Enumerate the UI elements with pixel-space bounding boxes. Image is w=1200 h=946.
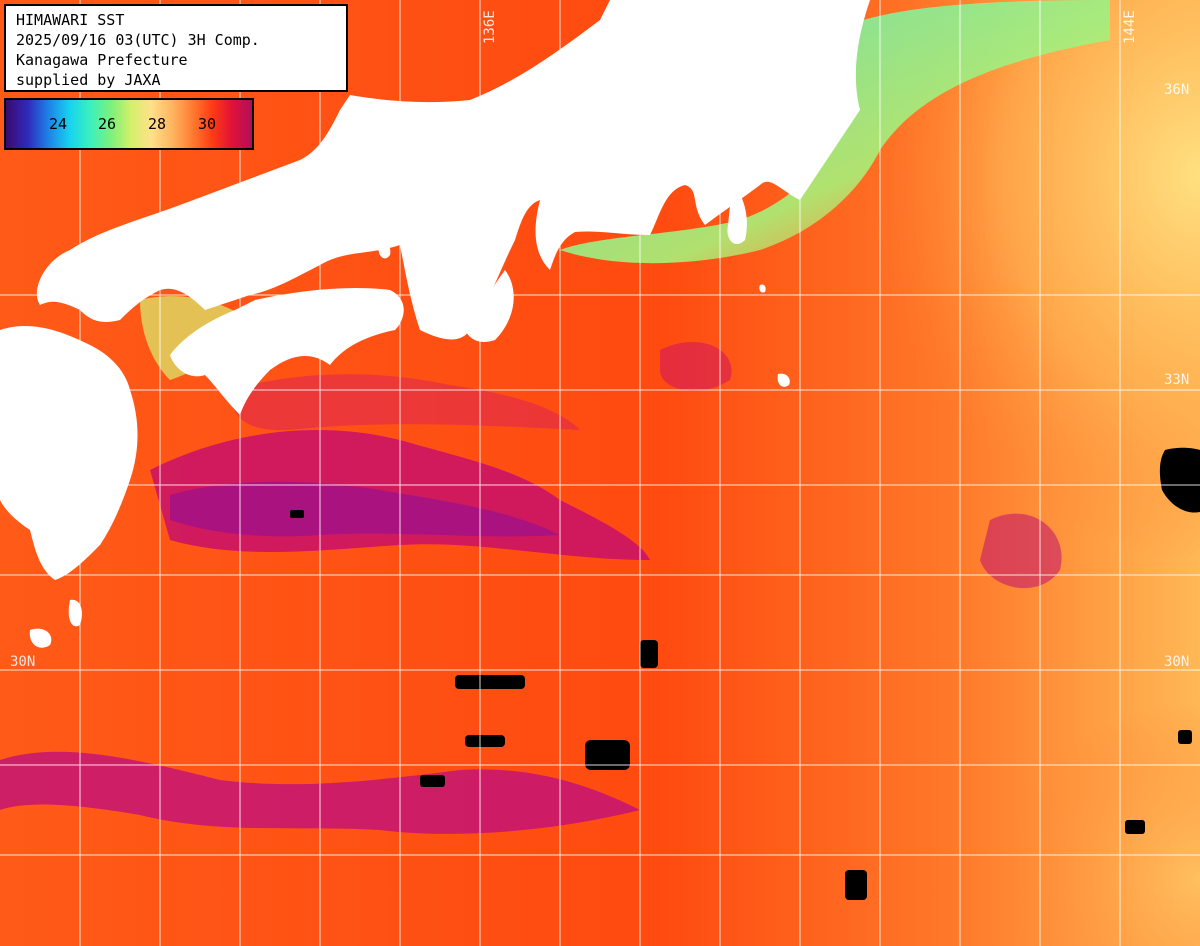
land-japan: [0, 0, 871, 648]
no-data-patches: [290, 447, 1200, 900]
temperature-legend: 24 26 28 30: [4, 98, 254, 150]
lat-label-33n: 33N: [1164, 372, 1190, 388]
lat-label-36n: 36N: [1164, 82, 1190, 98]
cool-water-southeast: [700, 500, 1200, 946]
title-line-org: Kanagawa Prefecture: [16, 51, 188, 69]
legend-tick-26: 26: [97, 115, 117, 133]
title-line-product: HIMAWARI SST: [16, 11, 125, 29]
warm-strip-shikoku: [230, 374, 580, 431]
hot-band-kuroshio-core: [170, 481, 560, 537]
legend-tick-30: 30: [197, 115, 217, 133]
lat-label-30n-east: 30N: [1164, 654, 1190, 670]
lat-label-30n-west: 30N: [10, 654, 36, 670]
legend-tick-24: 24: [48, 115, 68, 133]
legend-tick-28: 28: [147, 115, 167, 133]
hot-spot-east: [980, 513, 1062, 589]
hot-spot-center: [660, 341, 732, 391]
title-line-datetime: 2025/09/16 03(UTC) 3H Comp.: [16, 31, 260, 49]
lon-label-144e: 144E: [1122, 10, 1138, 44]
title-line-credit: supplied by JAXA: [16, 71, 161, 89]
lon-label-136e: 136E: [482, 10, 498, 44]
title-box: HIMAWARI SST 2025/09/16 03(UTC) 3H Comp.…: [4, 4, 348, 92]
